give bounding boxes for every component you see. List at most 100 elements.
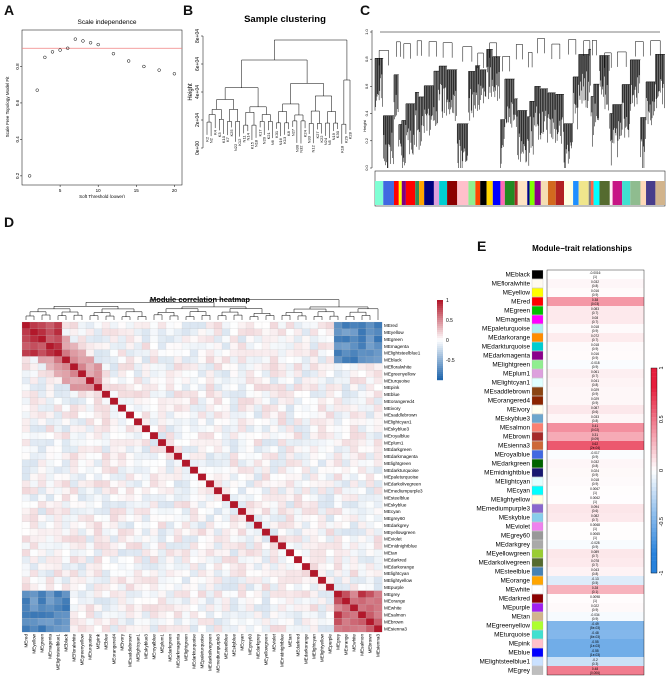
correlation-cell: [133, 452, 143, 460]
column-label: MEgrey: [336, 633, 341, 650]
correlation-cell: [357, 452, 367, 460]
correlation-cell: [365, 425, 375, 433]
row-label: MEpaleturquoise: [384, 475, 419, 480]
correlation-cell: [133, 363, 143, 371]
colorbar-step: [437, 372, 443, 375]
correlation-cell: [277, 404, 287, 412]
correlation-cell: [245, 494, 255, 502]
correlation-cell: [165, 480, 175, 488]
correlation-cell: [61, 528, 71, 536]
x-tick-label: 15: [134, 188, 140, 193]
correlation-cell: [293, 452, 303, 460]
correlation-cell: [69, 370, 79, 378]
correlation-cell: [301, 439, 311, 447]
leaf-label: N12: [311, 144, 316, 152]
correlation-cell: [101, 576, 111, 584]
correlation-cell: [61, 411, 71, 419]
correlation-cell: [245, 473, 255, 481]
correlation-cell: [205, 473, 215, 481]
correlation-cell: [53, 576, 63, 584]
correlation-cell: [205, 377, 215, 385]
correlation-cell: [37, 335, 47, 343]
leaf-label: K17: [258, 129, 263, 137]
correlation-cell: [173, 383, 183, 392]
correlation-cell: [61, 425, 71, 433]
trait-cell-value: 0.018: [591, 343, 599, 347]
correlation-cell: [205, 425, 215, 433]
module-color-band: [439, 181, 448, 205]
colorbar-step: [651, 568, 657, 574]
trait-cell-pvalue: (1): [593, 500, 597, 504]
correlation-cell: [61, 383, 71, 392]
correlation-cell: [333, 466, 343, 474]
correlation-cell: [109, 342, 119, 350]
correlation-cell: [45, 439, 55, 447]
correlation-cell: [109, 439, 119, 447]
correlation-cell: [221, 459, 231, 467]
correlation-cell: [157, 556, 167, 564]
correlation-cell: [293, 349, 303, 357]
trait-cell: [547, 666, 644, 675]
correlation-cell: [85, 521, 95, 529]
data-point: [81, 39, 85, 43]
correlation-cell: [253, 501, 263, 509]
correlation-cell: [357, 466, 367, 474]
correlation-cell: [133, 466, 143, 474]
correlation-cell: [45, 397, 55, 405]
correlation-cell: [181, 556, 191, 564]
trait-cell: [547, 603, 644, 612]
correlation-cell: [253, 321, 263, 330]
correlation-cell: [277, 625, 287, 633]
correlation-cell: [173, 535, 183, 543]
correlation-cell: [157, 418, 167, 426]
correlation-cell: [285, 569, 295, 578]
correlation-cell: [109, 328, 119, 336]
correlation-cell: [237, 583, 247, 591]
correlation-cell: [213, 569, 223, 578]
colorbar-step: [437, 320, 443, 323]
module-label: MEyellow: [503, 289, 531, 296]
correlation-cell: [117, 507, 127, 516]
correlation-cell: [197, 480, 207, 488]
correlation-cell: [181, 480, 191, 488]
colorbar-step: [437, 326, 443, 329]
correlation-cell: [53, 349, 63, 357]
row-label: MEskyblue: [384, 502, 407, 507]
correlation-cell: [85, 590, 95, 598]
correlation-cell: [277, 321, 287, 330]
correlation-cell: [325, 356, 335, 364]
correlation-cell: [285, 425, 295, 433]
correlation-cell: [221, 445, 231, 454]
correlation-cell: [245, 604, 255, 612]
correlation-cell: [301, 569, 311, 578]
correlation-cell: [173, 335, 183, 343]
correlation-cell: [189, 390, 199, 398]
correlation-cell: [93, 514, 103, 522]
trait-cell-value: 0.0062: [590, 496, 600, 500]
correlation-cell: [133, 445, 143, 454]
correlation-cell: [53, 611, 63, 619]
correlation-cell: [93, 556, 103, 564]
colorbar-step: [651, 503, 657, 508]
correlation-cell: [37, 487, 47, 495]
correlation-cell: [181, 501, 191, 509]
correlation-cell: [61, 521, 71, 529]
correlation-cell: [205, 321, 215, 330]
correlation-cell: [269, 549, 279, 557]
correlation-cell: [157, 342, 167, 350]
correlation-cell: [325, 328, 335, 336]
correlation-cell: [221, 597, 231, 605]
correlation-cell: [373, 432, 383, 440]
correlation-cell: [333, 328, 343, 336]
correlation-cell: [357, 473, 367, 481]
trait-cell-value: 0.043: [591, 568, 599, 572]
correlation-cell: [285, 542, 295, 550]
module-swatch: [531, 558, 544, 567]
row-label: MEivory: [384, 406, 401, 411]
colorbar-step: [651, 392, 657, 397]
trait-cell: [547, 621, 644, 630]
correlation-cell: [261, 397, 271, 405]
correlation-cell: [165, 528, 175, 536]
correlation-cell: [141, 452, 151, 460]
module-label: MEpink: [509, 640, 531, 647]
